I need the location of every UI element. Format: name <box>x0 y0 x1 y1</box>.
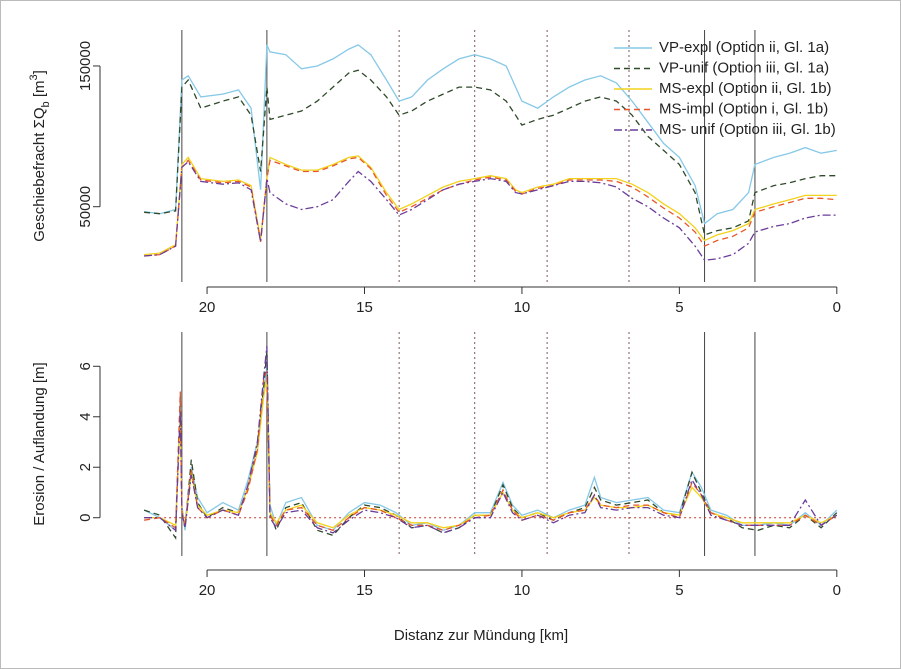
y-axis-title-part: b <box>40 101 52 107</box>
y-axis-title: Geschiebefracht ΣQb [m3] <box>28 70 52 242</box>
legend-label: MS-expl (Option ii, Gl. 1b) <box>659 80 832 97</box>
x-tick-label: 10 <box>514 299 531 316</box>
y-tick-label: 4 <box>77 413 94 421</box>
y-tick-label: 0 <box>77 514 94 522</box>
y-axis-title-part: ] <box>31 70 48 74</box>
legend-label: MS-impl (Option i, Gl. 1b) <box>659 100 828 117</box>
x-axis-title: Distanz zur Mündung [km] <box>394 627 568 644</box>
series-line <box>144 44 837 225</box>
x-tick-label: 5 <box>675 582 683 599</box>
y-tick-label: 6 <box>77 362 94 370</box>
y-axis-title-part: 3 <box>28 74 40 80</box>
y-axis-title-part: Geschiebefracht ΣQ <box>31 107 48 241</box>
legend-label: VP-unif (Option iii, Gl. 1a) <box>659 59 829 76</box>
y-tick-label: 150000 <box>77 41 94 91</box>
y-tick-label: 2 <box>77 463 94 471</box>
x-tick-label: 0 <box>833 582 841 599</box>
x-tick-label: 15 <box>356 582 373 599</box>
legend-label: VP-expl (Option ii, Gl. 1a) <box>659 39 829 56</box>
y-tick-label: 50000 <box>77 186 94 228</box>
x-tick-label: 0 <box>833 299 841 316</box>
legend-label: MS- unif (Option iii, Gl. 1b) <box>659 121 836 138</box>
x-tick-label: 10 <box>514 582 531 599</box>
x-tick-label: 5 <box>675 299 683 316</box>
x-tick-label: 20 <box>199 299 216 316</box>
y-axis-title-part: [m <box>31 80 48 101</box>
x-tick-label: 15 <box>356 299 373 316</box>
x-tick-label: 20 <box>199 582 216 599</box>
y-axis-title-part: Erosion / Auflandung [m] <box>31 362 48 525</box>
series-line <box>144 346 838 534</box>
series-line <box>144 160 837 261</box>
y-axis-title: Erosion / Auflandung [m] <box>31 362 48 525</box>
